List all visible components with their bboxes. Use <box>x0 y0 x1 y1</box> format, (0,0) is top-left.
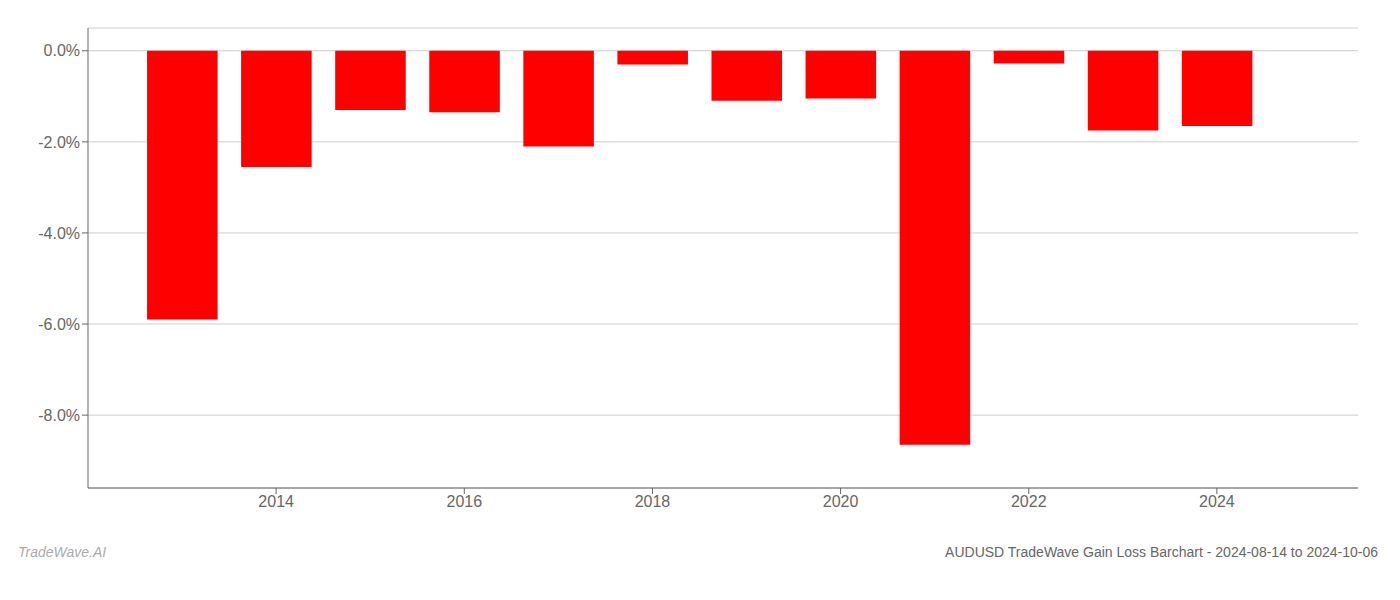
svg-text:2024: 2024 <box>1199 493 1235 510</box>
html-text:TradeWave.AI: TradeWave.AI <box>18 544 107 560</box>
svg-text:-4.0%: -4.0% <box>38 225 80 242</box>
svg-text:2016: 2016 <box>446 493 482 510</box>
svg-text:-2.0%: -2.0% <box>38 134 80 151</box>
svg-text:-8.0%: -8.0% <box>38 407 80 424</box>
svg-text:2022: 2022 <box>1011 493 1047 510</box>
svg-text:2014: 2014 <box>258 493 294 510</box>
html-text:AUDUSD TradeWave Gain Loss Bar: AUDUSD TradeWave Gain Loss Barchart - 20… <box>945 544 1378 560</box>
svg-text:0.0%: 0.0% <box>44 42 80 59</box>
svg-text:-6.0%: -6.0% <box>38 316 80 333</box>
svg-text:2018: 2018 <box>635 493 671 510</box>
svg-text:2020: 2020 <box>823 493 859 510</box>
